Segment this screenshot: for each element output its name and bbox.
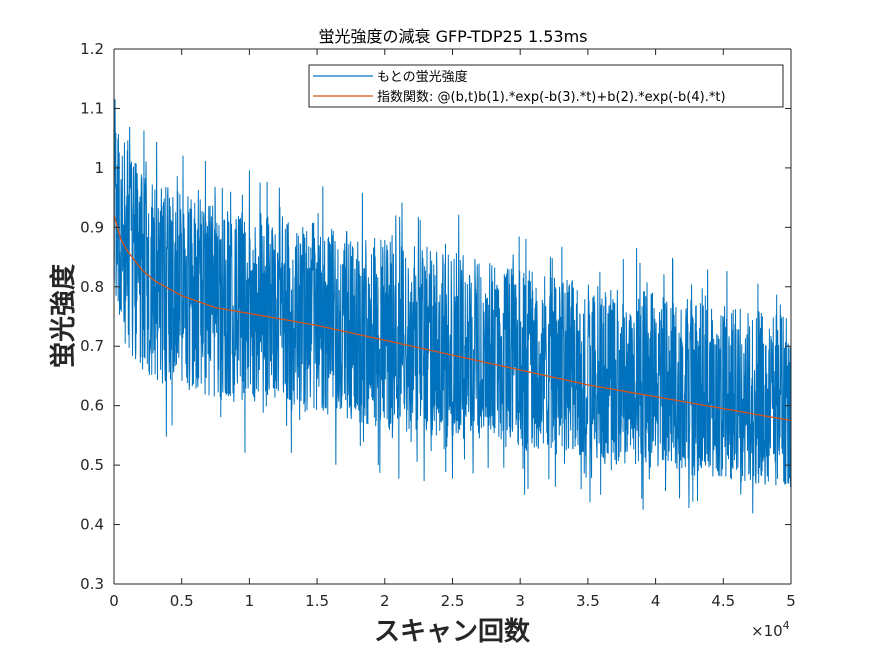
- y-axis-label: 蛍光強度: [48, 264, 79, 368]
- fit-series-layer: [113, 215, 792, 422]
- y-tick-label: 1: [94, 159, 104, 177]
- x-tick-label: 0: [109, 592, 119, 610]
- series-line-fit: [113, 215, 792, 422]
- y-tick-label: 0.7: [80, 337, 104, 355]
- x-tick-label: 1: [245, 592, 255, 610]
- y-tick-label: 0.9: [80, 218, 104, 236]
- chart-title: 蛍光強度の減衰 GFP-TDP25 1.53ms: [318, 27, 587, 46]
- x-axis-label: スキャン回数: [374, 617, 531, 647]
- y-axis-ticks: 0.3 0.4 0.5 0.6 0.7 0.8 0.9 1 1.1 1.2: [80, 40, 791, 593]
- legend-label-original: もとの蛍光強度: [377, 69, 468, 85]
- y-tick-label: 0.6: [80, 397, 104, 415]
- x-tick-label: 1.5: [305, 592, 329, 610]
- x-tick-label: 4.5: [711, 592, 735, 610]
- x-tick-label: 5: [786, 592, 796, 610]
- legend-box: [308, 64, 784, 108]
- x-tick-label: 3.5: [576, 592, 600, 610]
- y-tick-label: 1.2: [80, 40, 104, 58]
- x-tick-label: 0.5: [170, 592, 194, 610]
- legend-label-fit: 指数関数: @(b,t)b(1).*exp(-b(3).*t)+b(2).*ex…: [377, 90, 726, 105]
- x-tick-label: 3: [515, 592, 525, 610]
- series-line-original: [113, 99, 792, 514]
- x-axis-exponent: ×104: [751, 619, 790, 640]
- x-tick-label: 2: [380, 592, 390, 610]
- x-tick-label: 4: [651, 592, 661, 610]
- y-tick-label: 0.5: [80, 456, 104, 474]
- y-tick-label: 0.4: [80, 516, 104, 534]
- x-axis-ticks: 0 0.5 1 1.5 2 2.5 3 3.5 4 4.5 5: [109, 49, 796, 610]
- legend: もとの蛍光強度 指数関数: @(b,t)b(1).*exp(-b(3).*t)+…: [308, 64, 784, 108]
- plot-area: [113, 49, 792, 584]
- y-tick-label: 0.8: [80, 278, 104, 296]
- y-tick-label: 0.3: [80, 575, 104, 593]
- y-tick-label: 1.1: [80, 99, 104, 117]
- noisy-series-layer: [113, 99, 792, 514]
- x-tick-label: 2.5: [441, 592, 465, 610]
